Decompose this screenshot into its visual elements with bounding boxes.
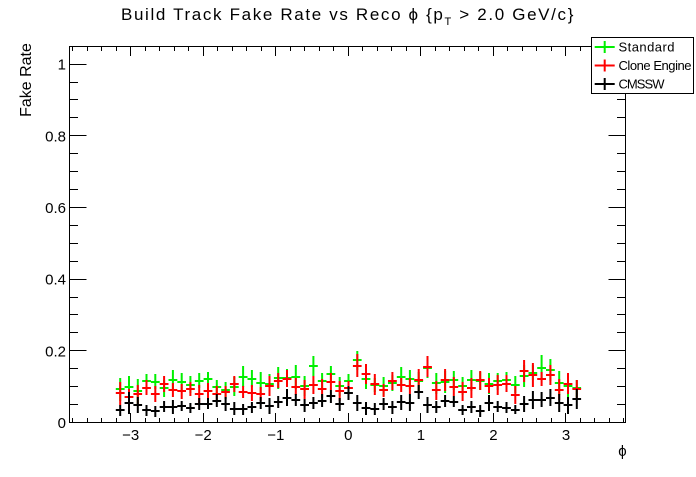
svg-text:Clone Engine: Clone Engine bbox=[619, 58, 692, 73]
svg-text:Standard: Standard bbox=[619, 40, 675, 55]
svg-text:1: 1 bbox=[417, 427, 425, 444]
svg-text:CMSSW: CMSSW bbox=[619, 77, 666, 92]
svg-text:3: 3 bbox=[562, 427, 570, 444]
svg-text:ϕ: ϕ bbox=[618, 443, 626, 460]
svg-text:0: 0 bbox=[344, 427, 352, 444]
svg-text:2: 2 bbox=[489, 427, 497, 444]
svg-text:−2: −2 bbox=[195, 427, 212, 444]
svg-text:0.4: 0.4 bbox=[45, 272, 66, 289]
svg-text:0.8: 0.8 bbox=[45, 128, 66, 145]
svg-text:Fake Rate: Fake Rate bbox=[18, 43, 35, 117]
svg-text:0.6: 0.6 bbox=[45, 200, 66, 217]
svg-text:−3: −3 bbox=[122, 427, 139, 444]
svg-text:0: 0 bbox=[58, 415, 66, 432]
svg-text:1: 1 bbox=[58, 57, 66, 74]
svg-text:−1: −1 bbox=[267, 427, 284, 444]
svg-text:0.2: 0.2 bbox=[45, 343, 66, 360]
svg-text:Build Track Fake Rate vs Reco: Build Track Fake Rate vs Reco ϕ {pT > 2.… bbox=[121, 5, 575, 28]
